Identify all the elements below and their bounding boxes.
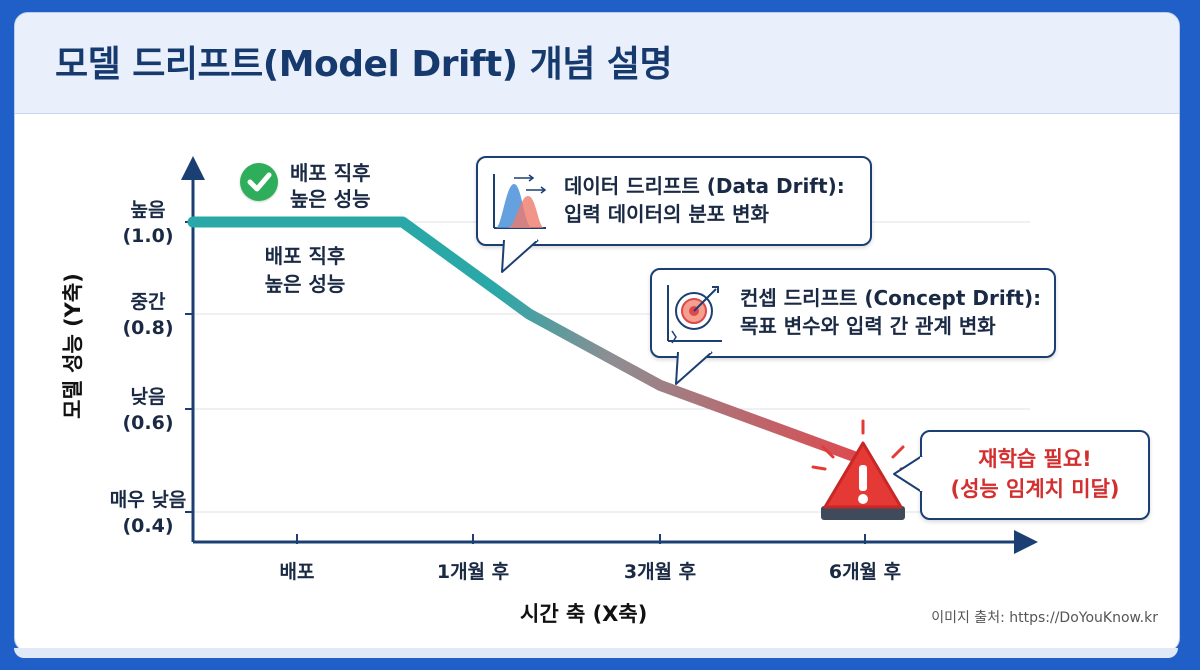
retrain-alert-title: 재학습 필요! [978,447,1092,471]
check-circle-icon [240,163,278,201]
tick-labels: 높음 (1.0) 중간 (0.8) 낮음 (0.6) 매우 낮음 (0.4) 배포 1개월 후 3개… [110,199,901,583]
deploy-badge: 배포 직후 높은 성능 [240,157,410,211]
y-tick-label: 중간 [131,291,166,313]
deploy-label-line1: 배포 직후 [264,244,346,268]
x-tick-label: 배포 [280,561,315,583]
concept-drift-desc: 목표 변수와 입력 간 관계 변화 [740,314,996,338]
warning-exclamation-bar [859,465,867,491]
x-tick-label: 6개월 후 [829,561,901,583]
deploy-label: 배포 직후 높은 성능 [250,242,360,298]
retrain-alert-callout: 재학습 필요! (성능 임계치 미달) [920,430,1150,520]
y-tick-label: (0.8) [122,317,173,339]
y-tick-label: 높음 [131,199,166,221]
axes [181,156,1038,554]
x-tick-label: 1개월 후 [437,561,509,583]
x-axis-label: 시간 축 (X축) [520,602,648,626]
page-title: 모델 드리프트(Model Drift) 개념 설명 [55,44,673,85]
data-drift-pointer [501,238,539,273]
concept-drift-callout: 컨셉 드리프트 (Concept Drift): 목표 변수와 입력 간 관계 … [650,268,1056,358]
warning-ray [891,445,905,459]
y-tick-label: (0.4) [122,515,173,537]
x-tick-label: 3개월 후 [624,561,696,583]
y-axis-label: 모델 성능 (Y축) [57,273,87,419]
retrain-alert-desc: (성능 임계치 미달) [950,477,1120,501]
y-tick-label: 매우 낮음 [110,489,187,511]
warning-ray [821,445,835,459]
warning-exclamation-dot [858,494,868,504]
deploy-badge-line2: 높은 성능 [290,187,371,211]
warning-ray [811,465,827,471]
distribution-icon [493,174,547,229]
icons-layer [811,419,915,520]
y-tick-label: 낮음 [131,386,166,408]
image-credit: 이미지 출처: https://DoYouKnow.kr [931,610,1158,626]
card-bottom-strip [14,648,1178,658]
series-layer [187,216,871,466]
deploy-label-line2: 높은 성능 [264,272,346,296]
y-tick-label: (1.0) [122,225,173,247]
target-icon [667,285,722,344]
warning-base [821,506,905,520]
concept-drift-pointer [675,350,713,385]
title-bar: 모델 드리프트(Model Drift) 개념 설명 [15,13,1179,114]
data-drift-desc: 입력 데이터의 분포 변화 [564,202,769,226]
performance-line [187,216,871,466]
y-tick-label: (0.6) [122,412,173,434]
deploy-badge-line1: 배포 직후 [290,161,371,185]
data-drift-callout: 데이터 드리프트 (Data Drift): 입력 데이터의 분포 변화 [476,156,872,246]
concept-drift-title: 컨셉 드리프트 (Concept Drift): [740,286,1042,310]
data-drift-title: 데이터 드리프트 (Data Drift): [564,174,845,198]
y-axis-label-text: 모델 성능 (Y축) [61,273,85,419]
retrain-alert-pointer [893,455,926,493]
